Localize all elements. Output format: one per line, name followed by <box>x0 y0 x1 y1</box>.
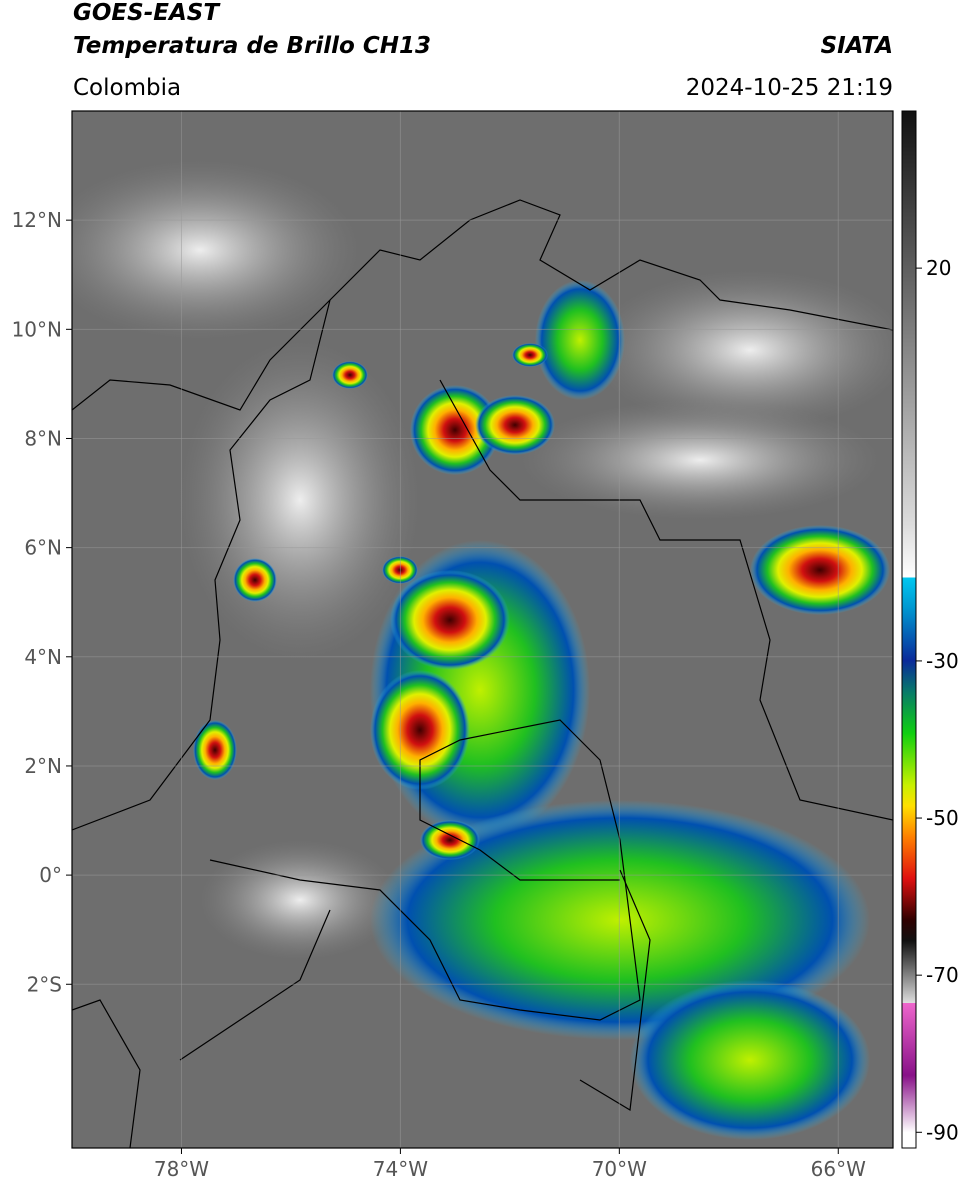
colorbar <box>901 110 917 1149</box>
colorbar-tick-label: 20 <box>926 256 951 280</box>
y-tick-label: 0° <box>39 863 62 887</box>
y-tick-label: 10°N <box>12 317 62 341</box>
y-tick-label: 2°N <box>24 754 62 778</box>
colorbar-tick-label: -70 <box>926 963 959 987</box>
x-tick-label: 74°W <box>373 1157 428 1181</box>
y-tick-label: 2°S <box>27 972 62 996</box>
y-tick-label: 6°N <box>24 536 62 560</box>
timestamp: 2024-10-25 21:19 <box>686 75 893 101</box>
region: Colombia <box>73 75 181 101</box>
y-tick-label: 12°N <box>12 208 62 232</box>
map-imagery <box>72 111 893 1148</box>
x-tick-label: 66°W <box>811 1157 866 1181</box>
subtitle: Temperatura de Brillo CH13 <box>73 33 431 59</box>
y-tick-label: 8°N <box>24 426 62 450</box>
map-frame <box>71 110 894 1149</box>
title: GOES-EAST <box>73 0 221 26</box>
colorbar-tick-label: -50 <box>926 806 959 830</box>
source: SIATA <box>821 33 893 59</box>
colorbar-tick-label: -90 <box>926 1120 959 1144</box>
colorbar-tick-label: -30 <box>926 649 959 673</box>
y-tick-label: 4°N <box>24 645 62 669</box>
x-tick-label: 70°W <box>592 1157 647 1181</box>
x-tick-label: 78°W <box>154 1157 209 1181</box>
